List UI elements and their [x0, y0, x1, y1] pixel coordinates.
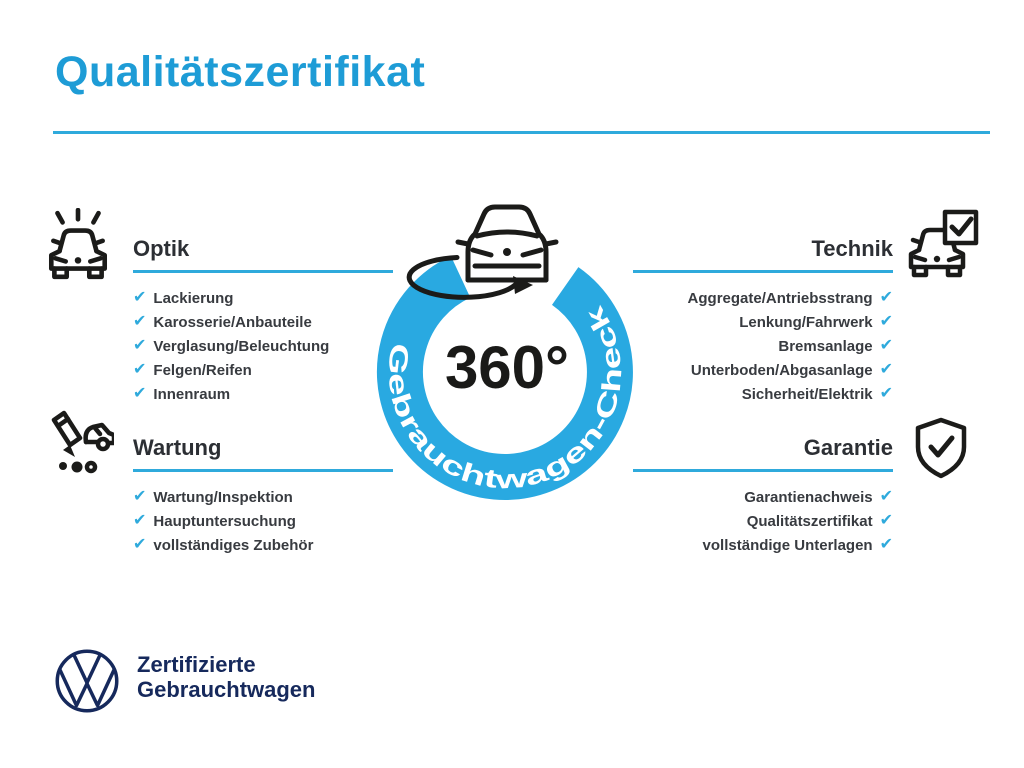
section-title-technik: Technik	[633, 236, 893, 273]
badge-ring	[376, 255, 633, 500]
optik-checklist: Lackierung Karosserie/Anbauteile Verglas…	[133, 286, 393, 406]
vw-logo	[55, 649, 119, 713]
check-icon	[880, 362, 893, 378]
section-garantie: Garantie Garantienachweis Qualitätszerti…	[633, 435, 893, 557]
page-title: Qualitätszertifikat	[55, 48, 426, 96]
section-title-garantie: Garantie	[633, 435, 893, 472]
check-icon	[880, 314, 893, 330]
sparkling-car-icon	[48, 208, 108, 280]
check-icon	[133, 386, 146, 402]
brand-line-1: Zertifizierte	[137, 652, 256, 677]
shield-check-icon	[915, 417, 967, 479]
check-icon	[133, 489, 146, 505]
section-title-optik: Optik	[133, 236, 393, 273]
brand-line-2: Gebrauchtwagen	[137, 677, 316, 702]
checklist-item: vollständige Unterlagen	[633, 533, 893, 557]
checklist-item: Lackierung	[133, 286, 393, 310]
section-wartung: Wartung Wartung/Inspektion Hauptuntersuc…	[133, 435, 393, 557]
brand-text: Zertifizierte Gebrauchtwagen	[137, 652, 315, 702]
garantie-checklist: Garantienachweis Qualitätszertifikat vol…	[633, 485, 893, 557]
checklist-item: Unterboden/Abgasanlage	[633, 358, 893, 382]
360-degree-badge: Gebrauchtwagen-Check 360°	[376, 204, 633, 500]
section-title-wartung: Wartung	[133, 435, 393, 472]
degree-label: 360°	[445, 334, 569, 401]
technik-checklist: Aggregate/Antriebsstrang Lenkung/Fahrwer…	[633, 286, 893, 406]
check-icon	[880, 513, 893, 529]
section-optik: Optik Lackierung Karosserie/Anbauteile V…	[133, 236, 393, 406]
check-icon	[133, 513, 146, 529]
checklist-item: Hauptuntersuchung	[133, 509, 393, 533]
check-icon	[133, 314, 146, 330]
check-icon	[133, 338, 146, 354]
check-icon	[880, 386, 893, 402]
car-checkbox-icon	[908, 209, 979, 278]
checklist-item: Innenraum	[133, 382, 393, 406]
section-technik: Technik Aggregate/Antriebsstrang Lenkung…	[633, 236, 893, 406]
checklist-item: Qualitätszertifikat	[633, 509, 893, 533]
checklist-item: vollständiges Zubehör	[133, 533, 393, 557]
title-divider	[53, 131, 990, 134]
check-icon	[133, 290, 146, 306]
check-icon	[880, 489, 893, 505]
check-icon	[880, 290, 893, 306]
checklist-item: Felgen/Reifen	[133, 358, 393, 382]
checklist-item: Karosserie/Anbauteile	[133, 310, 393, 334]
check-icon	[880, 338, 893, 354]
checklist-item: Bremsanlage	[633, 334, 893, 358]
checklist-item: Wartung/Inspektion	[133, 485, 393, 509]
checklist-item: Aggregate/Antriebsstrang	[633, 286, 893, 310]
checklist-item: Verglasung/Beleuchtung	[133, 334, 393, 358]
checklist-item: Sicherheit/Elektrik	[633, 382, 893, 406]
service-note-car-icon	[51, 410, 114, 474]
checklist-item: Garantienachweis	[633, 485, 893, 509]
check-icon	[133, 362, 146, 378]
check-icon	[133, 537, 146, 553]
wartung-checklist: Wartung/Inspektion Hauptuntersuchung vol…	[133, 485, 393, 557]
checklist-item: Lenkung/Fahrwerk	[633, 310, 893, 334]
rotating-car-icon	[406, 204, 559, 300]
check-icon	[880, 537, 893, 553]
